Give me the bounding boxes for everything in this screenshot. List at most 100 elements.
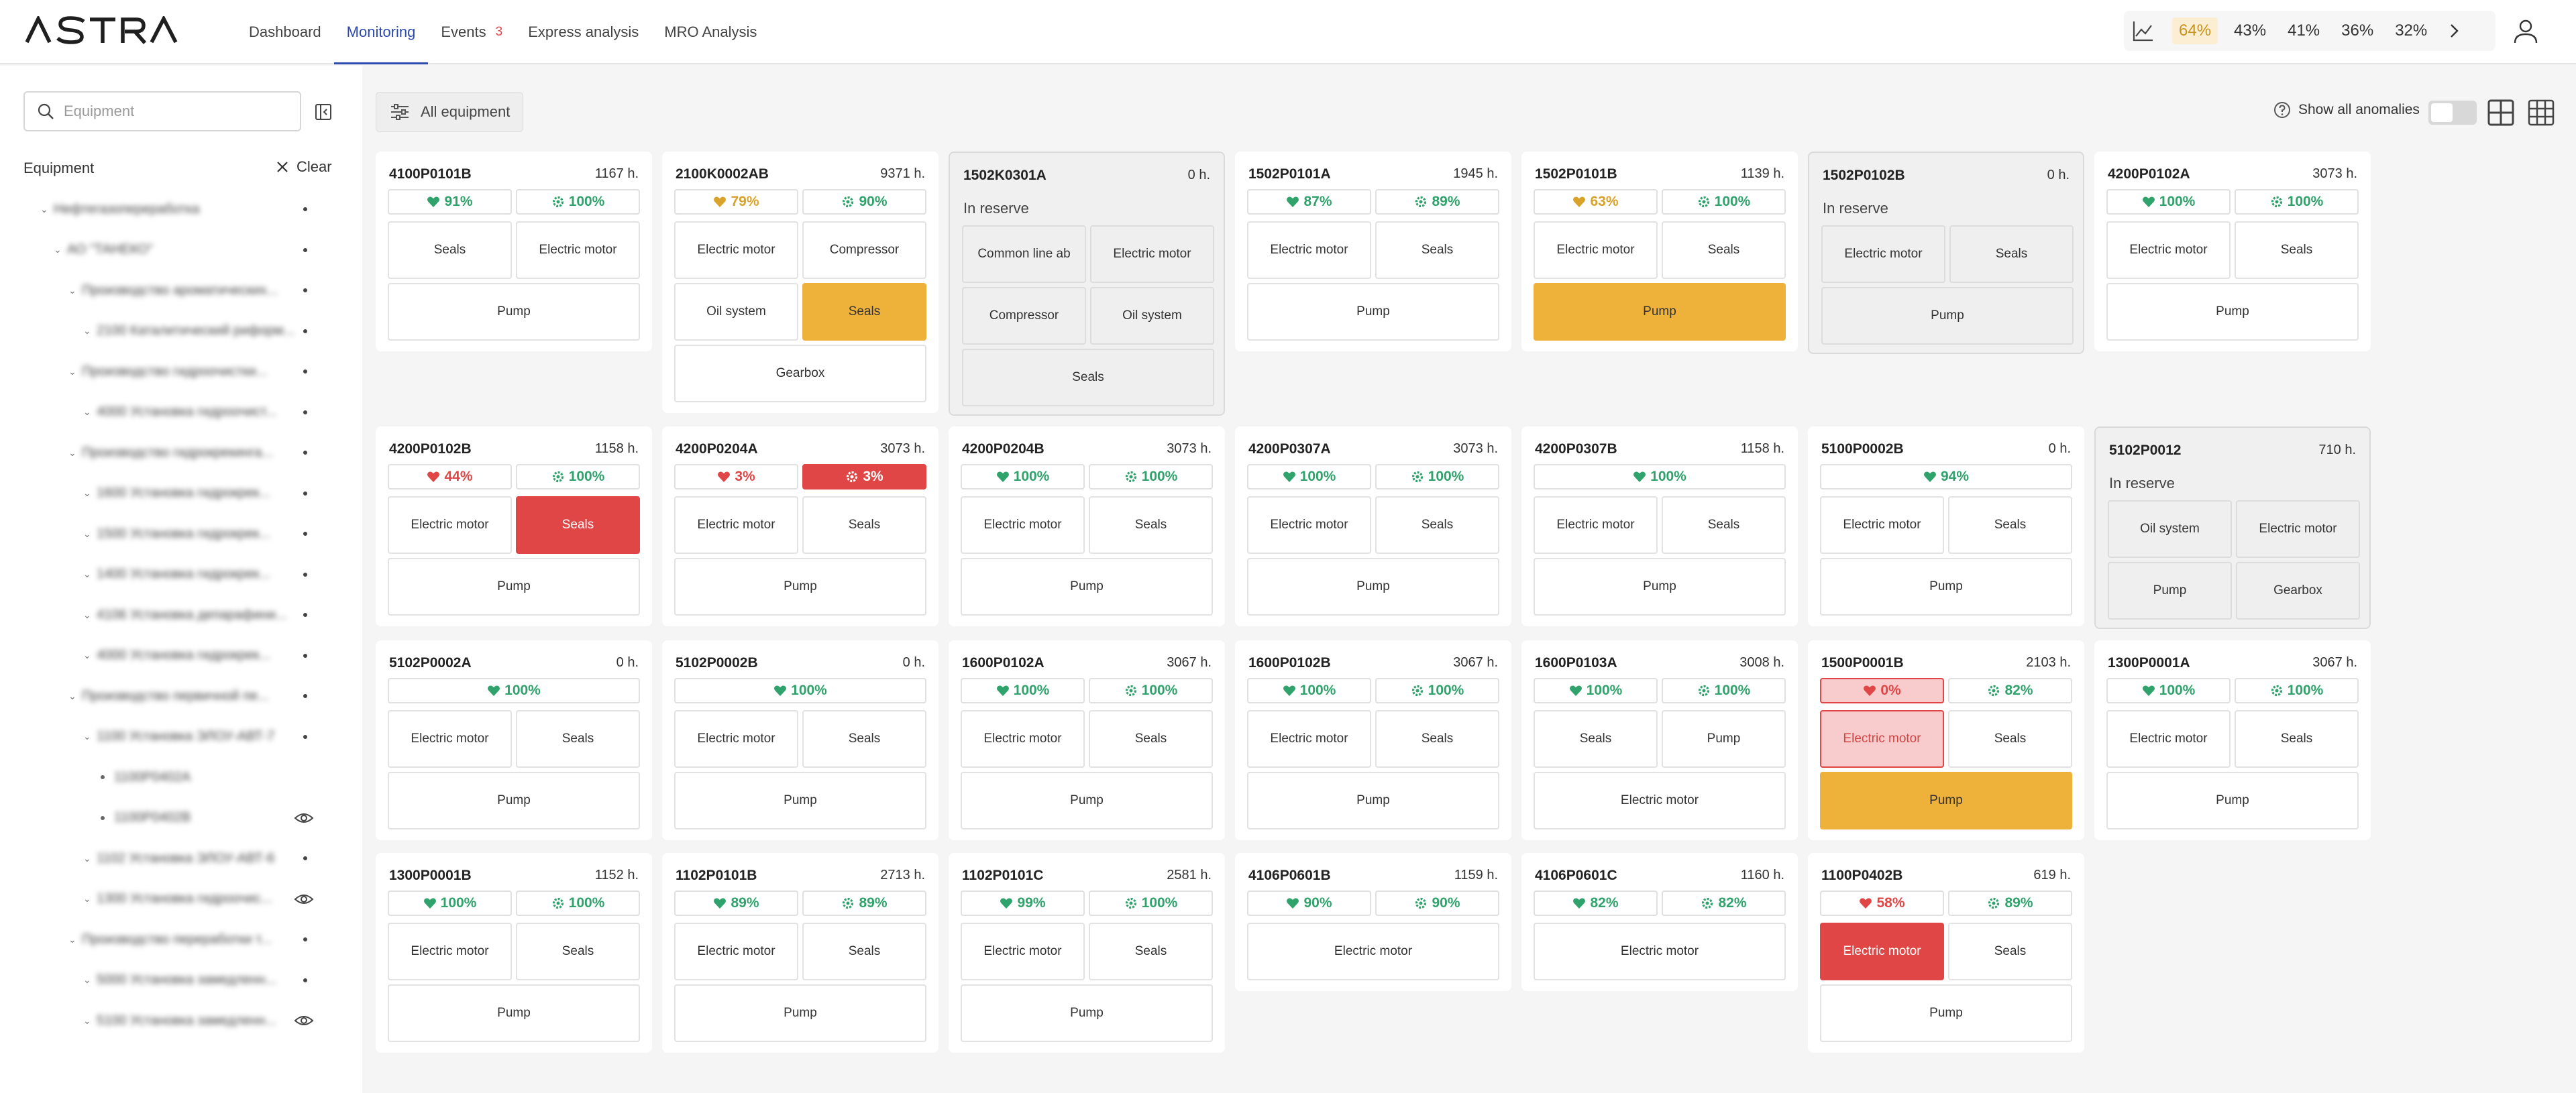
component-tile[interactable]: Seals [516,923,640,980]
component-tile[interactable]: Seals [1948,496,2072,554]
component-tile[interactable]: Electric motor [1821,225,1945,283]
astra-logo[interactable] [25,16,181,44]
show-all-anomalies[interactable]: Show all anomalies [2273,101,2420,119]
chevron-down-icon[interactable]: ⌄ [83,650,91,660]
tree-item[interactable]: ⌄ 1500 Установка гидрокрек... [83,524,270,544]
component-tile[interactable]: Seals [1948,710,2072,768]
equipment-card[interactable]: 1600P0103A 3008 h. 100% 100% Seals Pump Electr… [1521,640,1798,840]
tree-item[interactable]: ⌄ 1100 Установка ЭЛОУ-АВТ-7 [83,727,274,747]
anomalies-toggle[interactable] [2428,101,2477,125]
chevron-down-icon[interactable]: ⌄ [83,852,91,864]
chevron-down-icon[interactable]: ⌄ [68,365,76,377]
component-tile[interactable]: Pump [961,984,1213,1042]
component-tile[interactable]: Pump [2106,772,2359,829]
component-tile[interactable]: Electric motor [1820,496,1944,554]
kpi-value-1[interactable]: 64% [2172,17,2218,44]
tree-item[interactable]: ⌄ 5000 Установка замедленн... [83,970,276,990]
component-tile[interactable]: Common line ab [962,225,1086,283]
chevron-down-icon[interactable]: ⌄ [40,203,48,215]
nav-dashboard[interactable]: Dashboard [236,0,334,64]
component-tile[interactable]: Electric motor [388,923,512,980]
all-equipment-filter-button[interactable]: All equipment [376,92,523,132]
component-tile[interactable]: Seals [2235,221,2359,279]
component-tile[interactable]: Electric motor [1534,496,1658,554]
tree-item[interactable]: ⌄ 1300 Установка гидроочис... [83,889,272,909]
component-tile[interactable]: Seals [1948,923,2072,980]
component-tile[interactable]: Electric motor [2106,221,2231,279]
equipment-card[interactable]: 1300P0001A 3067 h. 100% 100% Electric motor S… [2094,640,2371,840]
component-tile[interactable]: Pump [2106,283,2359,341]
equipment-card[interactable]: 4200P0204A 3073 h. 3% 3% Electric motor Seals… [662,426,938,626]
equipment-card[interactable]: 1502K0301A 0 h. In reserve Common line ab El… [949,152,1225,416]
component-tile[interactable]: Pump [1662,710,1786,768]
kpi-value-2[interactable]: 43% [2234,21,2267,40]
component-tile[interactable]: Electric motor [1534,923,1786,980]
tree-item[interactable]: 1100P0402B [101,808,191,828]
nav-monitoring[interactable]: Monitoring [333,0,429,64]
chevron-down-icon[interactable]: ⌄ [68,933,76,945]
component-tile[interactable]: Electric motor [961,710,1085,768]
equipment-card[interactable]: 4200P0102A 3073 h. 100% 100% Electric motor S… [2094,152,2371,351]
component-tile[interactable]: Electric motor [388,710,512,768]
component-tile[interactable]: Electric motor [674,923,798,980]
equipment-card[interactable]: 1500P0001B 2103 h. 0% 82% Electric motor Seal… [1808,640,2084,840]
clear-button[interactable]: Clear [275,158,332,176]
tree-item[interactable]: ⌄ 2100 Каталитический риформ... [83,321,294,341]
component-tile[interactable]: Seals [1375,496,1499,554]
chevron-down-icon[interactable]: ⌄ [68,284,76,296]
kpi-value-4[interactable]: 36% [2341,21,2374,40]
component-tile[interactable]: Pump [388,984,640,1042]
tree-item[interactable]: ⌄ АО "ТАНЕКО" [54,240,153,260]
component-tile[interactable]: Seals [802,923,926,980]
component-tile[interactable]: Seals [962,349,1214,406]
component-tile[interactable]: Electric motor [1090,225,1214,283]
component-tile[interactable]: Electric motor [961,923,1085,980]
equipment-card[interactable]: 1300P0001B 1152 h. 100% 100% Electric motor S… [376,853,652,1053]
component-tile[interactable]: Pump [388,772,640,829]
chevron-down-icon[interactable]: ⌄ [68,690,76,701]
collapse-sidebar-icon[interactable] [314,103,333,121]
component-tile[interactable]: Electric motor [1247,221,1371,279]
component-tile[interactable]: Oil system [1090,287,1214,345]
component-tile[interactable]: Electric motor [674,221,798,279]
equipment-card[interactable]: 1102P0101B 2713 h. 89% 89% Electric motor Sea… [662,853,938,1053]
nav-express-analysis[interactable]: Express analysis [515,0,651,64]
component-tile[interactable]: Seals [1534,710,1658,768]
component-tile[interactable]: Pump [388,558,640,616]
component-tile[interactable]: Electric motor [674,496,798,554]
eye-icon[interactable] [294,891,314,907]
equipment-card[interactable]: 4200P0102B 1158 h. 44% 100% Electric motor Se… [376,426,652,626]
component-tile[interactable]: Seals [1089,923,1213,980]
component-tile[interactable]: Seals [1949,225,2074,283]
component-tile[interactable]: Seals [802,283,926,341]
chevron-down-icon[interactable]: ⌄ [54,244,62,255]
kpi-value-3[interactable]: 41% [2288,21,2320,40]
component-tile[interactable]: Seals [1375,221,1499,279]
tree-item[interactable]: ⌄ 4106 Установка депарафини... [83,605,287,625]
equipment-card[interactable]: 1600P0102A 3067 h. 100% 100% Electric motor S… [949,640,1225,840]
component-tile[interactable]: Pump [674,772,926,829]
component-tile[interactable]: Electric motor [2236,500,2360,558]
component-tile[interactable]: Electric motor [674,710,798,768]
tree-item[interactable]: ⌄ 4000 Установка гидроочист... [83,402,276,422]
component-tile[interactable]: Pump [1534,558,1786,616]
chevron-down-icon[interactable]: ⌄ [83,1015,91,1026]
equipment-card[interactable]: 4200P0204B 3073 h. 100% 100% Electric motor S… [949,426,1225,626]
line-chart-icon[interactable] [2132,19,2155,42]
tree-item[interactable]: ⌄ 1400 Установка гидрокрек... [83,565,270,585]
component-tile[interactable]: Seals [388,221,512,279]
component-tile[interactable]: Pump [1821,287,2074,345]
component-tile[interactable]: Pump [1820,772,2072,829]
equipment-card[interactable]: 1502P0102B 0 h. In reserve Electric motor Se… [1808,152,2084,354]
tree-item[interactable]: ⌄ Производство гидрокрекинга... [68,443,273,463]
component-tile[interactable]: Seals [2235,710,2359,768]
component-tile[interactable]: Seals [1375,710,1499,768]
tree-item[interactable]: ⌄ Нефтегазопереработка [40,199,200,219]
tree-item[interactable]: ⌄ Производство переработки т... [68,929,272,950]
component-tile[interactable]: Gearbox [2236,562,2360,620]
component-tile[interactable]: Electric motor [1247,710,1371,768]
component-tile[interactable]: Pump [2108,562,2232,620]
equipment-search[interactable] [23,91,301,131]
component-tile[interactable]: Oil system [674,283,798,341]
component-tile[interactable]: Pump [674,984,926,1042]
